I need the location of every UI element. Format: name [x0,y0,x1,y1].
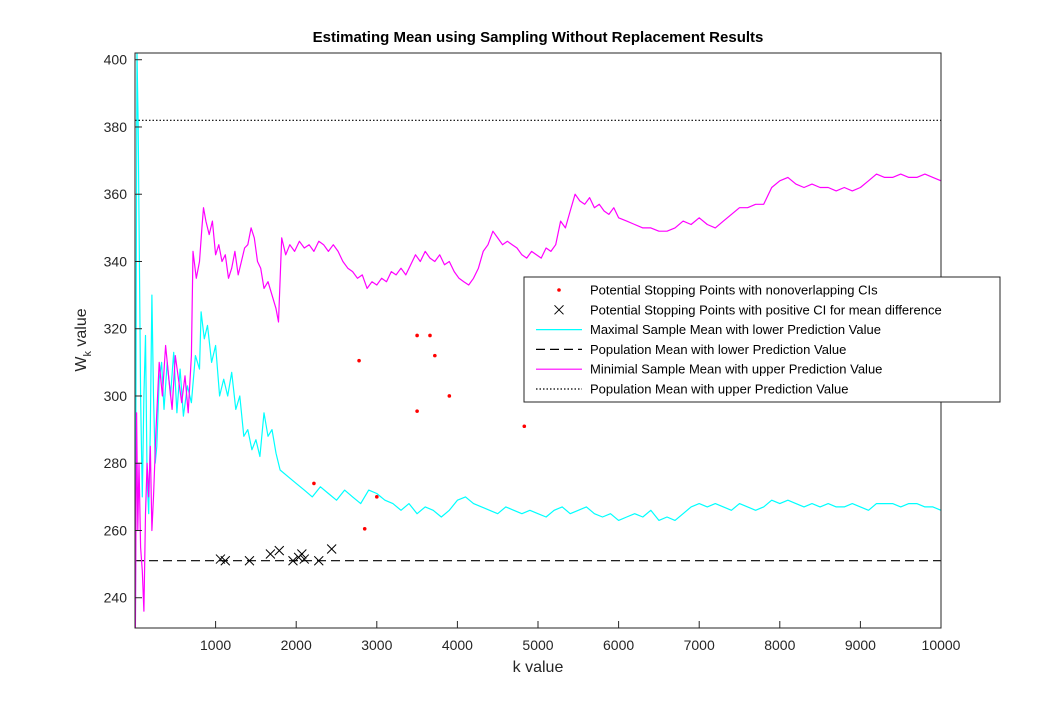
legend-label-0: Potential Stopping Points with nonoverla… [590,283,878,298]
series-line-4 [135,173,941,628]
stopping-point-dot-0 [312,481,316,486]
legend-label-3: Population Mean with lower Prediction Va… [590,342,846,357]
x-tick-label-3: 4000 [442,637,473,653]
stopping-point-x-4 [274,545,285,556]
stopping-point-dot-9 [522,424,527,429]
y-tick-label-2: 280 [104,455,128,471]
stopping-point-dot-4 [415,333,419,338]
y-axis-ticks: 240 260 280 300 320 340 360 380 400 [104,52,142,606]
stopping-point-dot-3 [375,495,379,499]
y-tick-label-5: 340 [104,253,128,269]
legend-swatch-0 [557,288,561,292]
y-axis-label: Wk value [73,308,94,371]
x-axis-ticks: 1000 2000 3000 4000 5000 6000 7000 8000 9000 1000… [200,621,961,653]
x-tick-label-4: 5000 [522,637,553,653]
stopping-point-x-3 [265,549,276,559]
y-axis-label-subscript: k [82,351,94,357]
stopping-point-dot-6 [428,333,432,338]
x-tick-label-2: 3000 [361,637,392,653]
x-tick-label-0: 1000 [200,637,231,653]
x-tick-label-5: 6000 [603,637,634,653]
stopping-point-dot-2 [362,527,367,531]
legend: Potential Stopping Points with nonoverla… [523,276,1001,403]
stopping-point-x-7 [296,549,307,559]
stopping-point-x-1 [220,555,231,566]
series-layer [135,53,941,628]
stopping-point-dot-5 [415,409,419,413]
series-line-2 [135,53,941,628]
stopping-point-x-2 [244,555,255,566]
svg-text:Wk value: Wk value [73,308,94,371]
y-axis-label-suffix: value [73,308,90,351]
y-tick-label-6: 360 [104,186,128,202]
y-tick-label-8: 400 [104,52,128,68]
y-tick-label-0: 240 [104,590,128,606]
stopping-point-x-10 [326,544,337,554]
legend-label-2: Maximal Sample Mean with lower Predictio… [590,322,881,337]
x-tick-label-1: 2000 [281,637,312,653]
y-tick-label-7: 380 [104,119,128,135]
x-tick-label-9: 10000 [922,637,961,653]
legend-label-4: Minimial Sample Mean with upper Predicti… [590,362,882,377]
x-axis-label: k value [513,659,564,676]
stopping-point-x-5 [288,555,298,566]
x-tick-label-7: 8000 [764,637,795,653]
stopping-point-x-8 [299,554,310,564]
y-axis-label-main: W [73,356,90,372]
legend-box [523,276,1001,403]
stopping-point-dot-8 [447,394,452,398]
legend-entries: Potential Stopping Points with nonoverla… [536,283,942,397]
stopping-point-x-9 [313,555,324,566]
legend-label-5: Population Mean with upper Prediction Va… [590,382,848,397]
y-tick-label-3: 300 [104,388,128,404]
x-tick-label-6: 7000 [684,637,715,653]
legend-label-1: Potential Stopping Points with positive … [590,302,942,317]
y-tick-label-1: 260 [104,522,128,538]
stopping-point-dot-7 [433,353,437,358]
y-tick-label-4: 320 [104,321,128,337]
stopping-point-dot-1 [357,358,361,363]
legend-swatch-1 [554,304,564,315]
chart-title: Estimating Mean using Sampling Without R… [313,29,764,46]
x-tick-label-8: 9000 [845,637,876,653]
